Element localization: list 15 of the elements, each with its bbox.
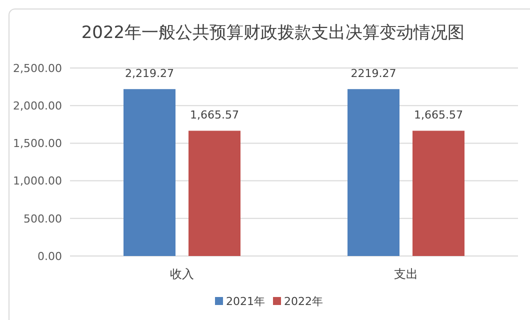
x-tick-label: 收入 <box>170 267 194 281</box>
y-tick-label: 1,000.00 <box>13 174 62 188</box>
data-label: 1,665.57 <box>190 108 239 122</box>
chart-title: 2022年一般公共预算财政拨款支出决算变动情况图 <box>81 23 465 43</box>
y-tick-label: 2,500.00 <box>13 62 62 75</box>
y-tick-label: 2,000.00 <box>13 99 62 112</box>
y-tick-label: 500.00 <box>24 212 62 226</box>
y-tick-label: 1,500.00 <box>13 137 62 150</box>
data-label: 1,665.57 <box>414 108 463 122</box>
legend-label: 2022年 <box>284 294 323 308</box>
data-label: 2219.27 <box>350 67 396 80</box>
y-tick-label: 0.00 <box>38 250 62 263</box>
data-label: 2,219.27 <box>125 67 174 80</box>
x-tick-label: 支出 <box>394 267 418 281</box>
legend-label: 2021年 <box>226 294 265 308</box>
